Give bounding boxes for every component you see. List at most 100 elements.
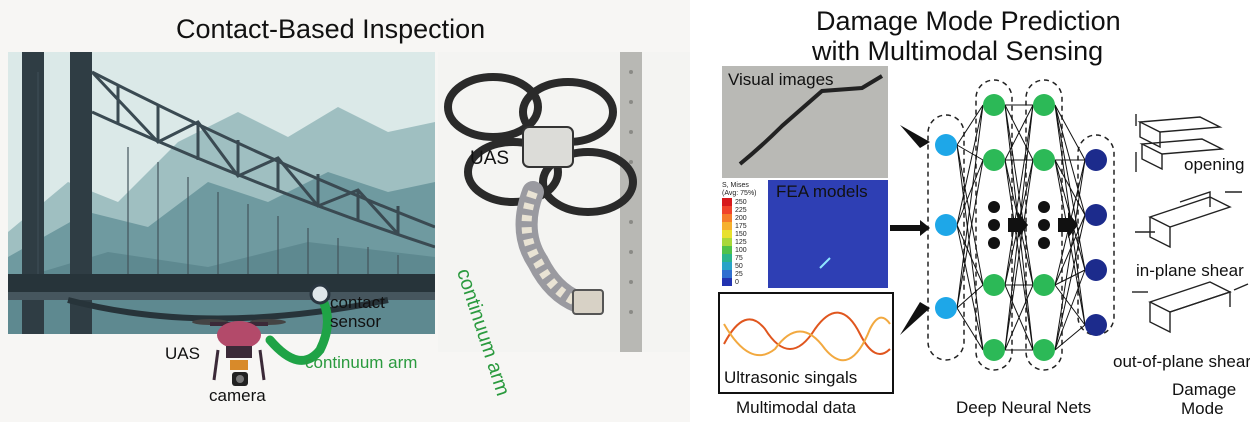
uas-photo: [438, 52, 690, 352]
input-node: [935, 214, 957, 236]
nn-connection: [956, 104, 984, 146]
camera-label: camera: [209, 386, 266, 405]
fea-legend-value: 200: [735, 214, 747, 222]
nn-connection: [1054, 324, 1086, 351]
nn-connection: [956, 144, 984, 161]
damage-prediction-panel: Damage Mode Prediction with Multimodal S…: [700, 0, 1250, 422]
fea-legend-value: 150: [735, 230, 747, 238]
right-title-line2: with Multimodal Sensing: [812, 36, 1104, 66]
nn-connection: [1054, 269, 1086, 351]
nn-connection: [956, 104, 984, 309]
damage-mode-sketches: [1132, 114, 1249, 334]
fea-legend-value: 175: [735, 222, 747, 230]
nn-connection: [1004, 159, 1034, 351]
fea-legend-row: 225: [722, 206, 766, 214]
neural-network: [890, 79, 1115, 371]
nn-connection: [1054, 214, 1086, 286]
nn-connection: [956, 284, 984, 309]
uas-photo-label: UAS: [470, 148, 510, 169]
fea-legend-value: 250: [735, 198, 747, 206]
drone-illustration: [192, 283, 332, 386]
fea-models-label: FEA models: [776, 182, 868, 201]
crack-image: [738, 74, 884, 166]
fea-legend-swatch: [722, 230, 732, 238]
multimodal-data-label: Multimodal data: [736, 398, 857, 417]
fea-legend-header1: S, Mises: [722, 182, 749, 189]
output-node: [1085, 314, 1107, 336]
nn-connection: [956, 224, 984, 351]
fea-legend-rows: 250 225 200 175 150 125 100 75 50 25 0: [722, 198, 766, 286]
nn-connection: [1004, 104, 1034, 286]
continuum-arm-scene-label: continuum arm: [305, 353, 418, 372]
nn-connection: [1054, 159, 1086, 351]
right-title-line1: Damage Mode Prediction: [816, 6, 1121, 36]
contact-inspection-panel: Contact-Based Inspection: [0, 0, 690, 422]
fea-legend-value: 50: [735, 262, 743, 270]
fea-legend-row: 0: [722, 278, 766, 286]
contact-label: contact: [330, 293, 385, 312]
fea-legend-value: 0: [735, 278, 739, 286]
fea-crack: [819, 257, 831, 269]
mode-label: Mode: [1181, 399, 1224, 418]
fea-legend-row: 150: [722, 230, 766, 238]
hidden-node: [983, 94, 1005, 116]
visual-image: Visual images: [722, 66, 888, 178]
damage-label: Damage: [1172, 380, 1237, 399]
fea-legend-swatch: [722, 254, 732, 262]
deep-neural-nets-label: Deep Neural Nets: [956, 398, 1092, 417]
fea-legend-swatch: [722, 238, 732, 246]
nn-connection: [956, 307, 984, 351]
nn-connection: [1054, 159, 1086, 326]
fea-legend-swatch: [722, 246, 732, 254]
output-node: [1085, 149, 1107, 171]
fea-legend-row: 75: [722, 254, 766, 262]
uas-scene-label: UAS: [165, 344, 200, 363]
left-title: Contact-Based Inspection: [176, 14, 486, 44]
nn-connection: [1004, 104, 1034, 161]
fea-legend-swatch: [722, 278, 732, 286]
fea-legend-swatch: [722, 206, 732, 214]
nn-connection: [1004, 284, 1034, 351]
sensor-label: sensor: [330, 312, 382, 331]
fea-legend-row: 100: [722, 246, 766, 254]
opening-label: opening: [1184, 155, 1245, 174]
fea-legend-row: 250: [722, 198, 766, 206]
fea-legend: S, Mises (Avg: 75%) 250 225 200 175 150 125 10…: [722, 182, 766, 292]
fea-legend-value: 100: [735, 246, 747, 254]
fea-legend-value: 75: [735, 254, 743, 262]
out-of-plane-shear-label: out-of-plane shear: [1113, 352, 1250, 371]
fea-legend-row: 25: [722, 270, 766, 278]
nn-connection: [956, 144, 984, 351]
nn-connection: [1054, 104, 1086, 161]
nn-connection: [956, 159, 984, 309]
fea-legend-swatch: [722, 262, 732, 270]
nn-connection: [1054, 269, 1086, 286]
fea-legend-row: 125: [722, 238, 766, 246]
nn-connection: [1054, 159, 1086, 216]
hidden-node: [983, 339, 1005, 361]
nn-connection: [956, 224, 984, 286]
fea-legend-swatch: [722, 222, 732, 230]
fea-legend-row: 200: [722, 214, 766, 222]
fea-legend-value: 225: [735, 206, 747, 214]
in-plane-shear-label: in-plane shear: [1136, 261, 1244, 280]
hidden-node: [1033, 274, 1055, 296]
hidden-node: [1033, 149, 1055, 171]
output-node: [1085, 204, 1107, 226]
nn-connection: [1054, 214, 1086, 351]
nn-connection: [956, 159, 984, 226]
fea-legend-swatch: [722, 198, 732, 206]
fea-legend-swatch: [722, 214, 732, 222]
visual-images-label: Visual images: [728, 70, 834, 89]
hidden-node: [983, 149, 1005, 171]
nn-connection: [1054, 284, 1086, 326]
nn-connection: [956, 144, 984, 286]
fea-model: FEA models: [768, 180, 888, 288]
fea-legend-value: 125: [735, 238, 747, 246]
fea-legend-header2: (Avg: 75%): [722, 190, 757, 197]
nn-connection: [956, 104, 984, 226]
input-node: [935, 134, 957, 156]
fea-legend-row: 50: [722, 262, 766, 270]
input-node: [935, 297, 957, 319]
ultrasonic-box: Ultrasonic singals: [718, 292, 894, 394]
